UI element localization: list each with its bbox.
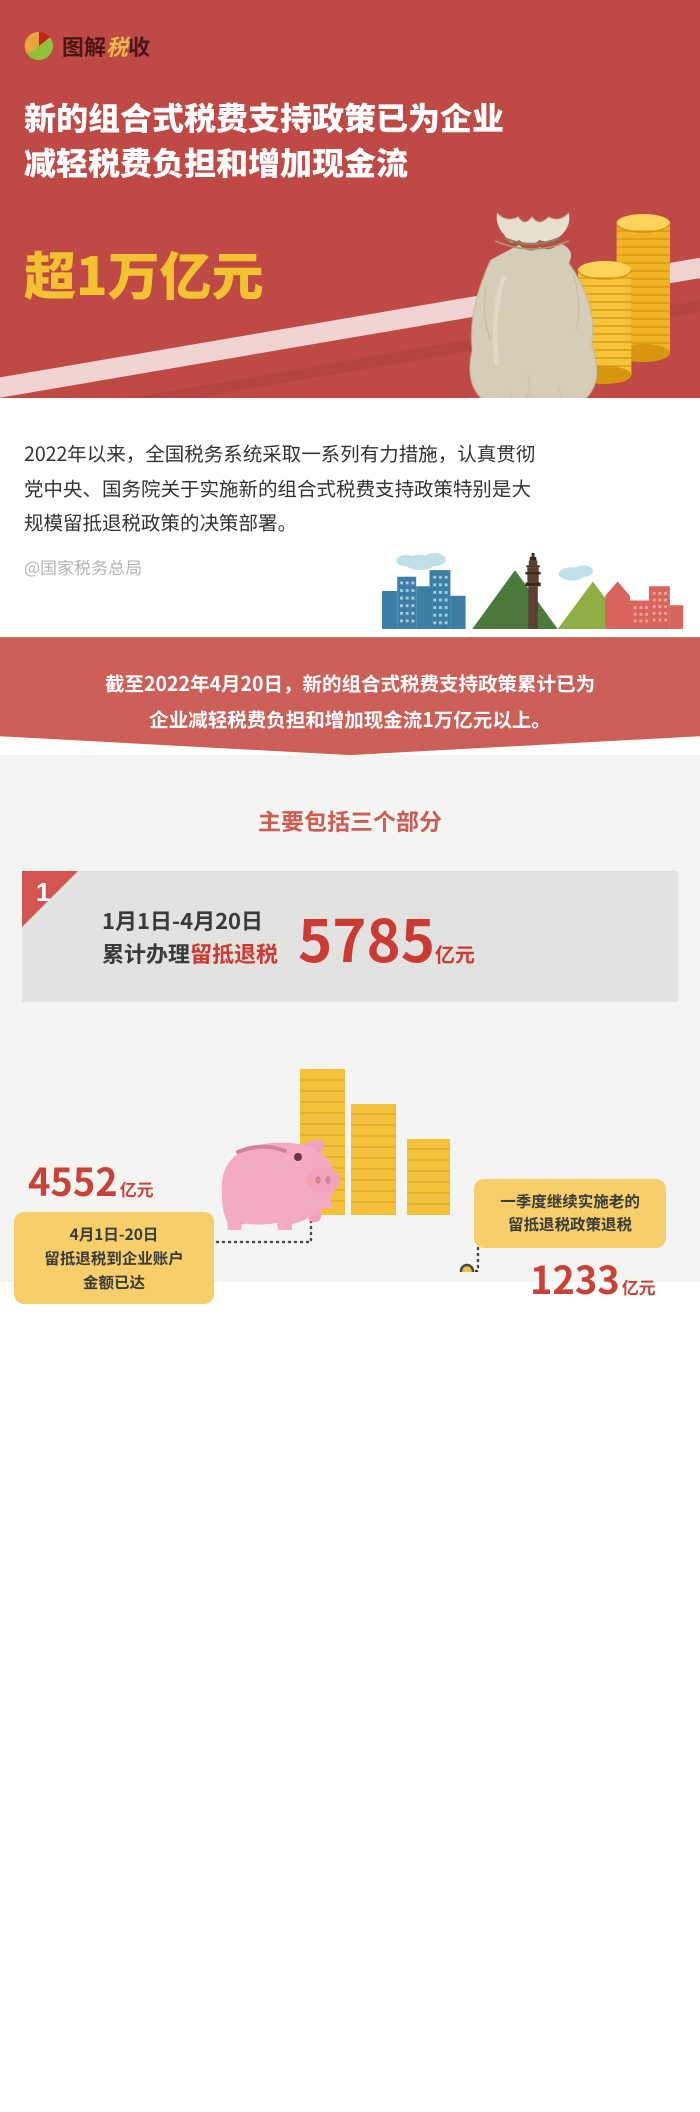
svg-text:1: 1 xyxy=(36,877,50,907)
